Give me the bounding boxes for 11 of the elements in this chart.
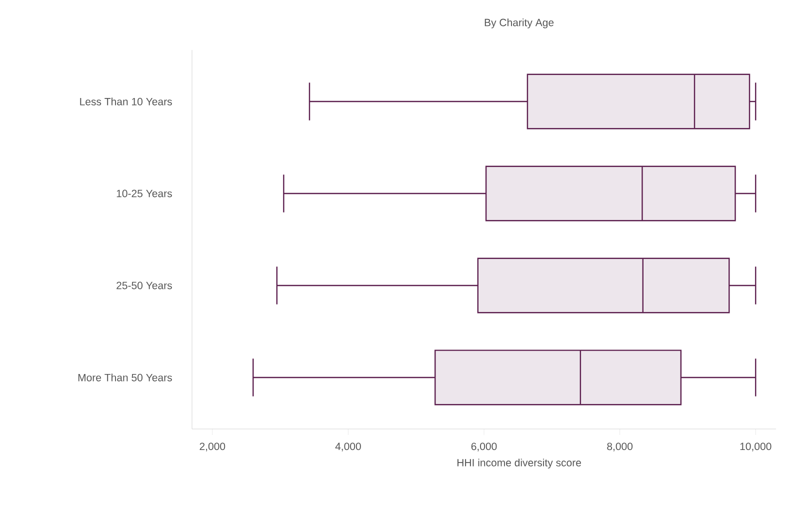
x-tick-label: 10,000 bbox=[740, 442, 772, 452]
x-tick-label: 8,000 bbox=[607, 442, 633, 452]
y-tick-label: More Than 50 Years bbox=[78, 374, 172, 382]
x-tick-label: 2,000 bbox=[200, 442, 226, 452]
y-tick-label: Less Than 10 Years bbox=[80, 98, 172, 106]
x-tick-label: 4,000 bbox=[335, 442, 361, 452]
x-axis-title: HHI income diversity score bbox=[457, 458, 581, 468]
x-tick-label: 6,000 bbox=[471, 442, 497, 452]
y-tick-label: 25-50 Years bbox=[116, 282, 172, 290]
y-tick-label: 10-25 Years bbox=[116, 190, 172, 198]
chart-title: By Charity Age bbox=[484, 18, 554, 28]
